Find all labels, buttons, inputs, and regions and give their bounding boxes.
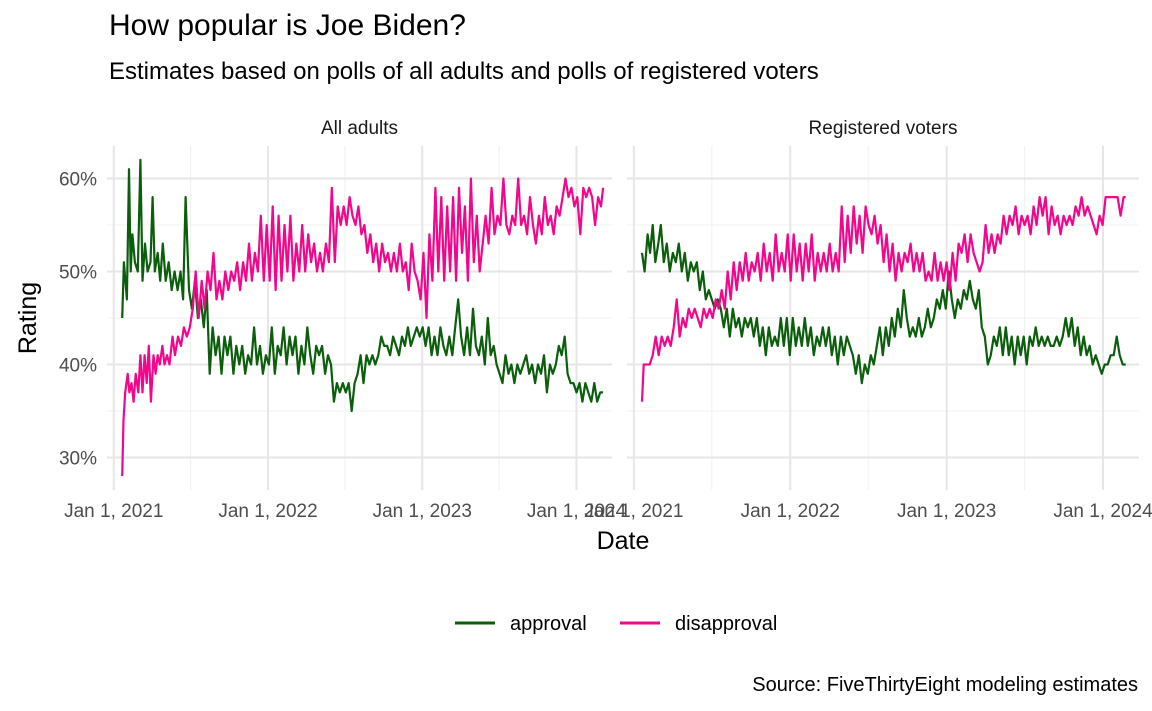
facet-strip-label: All adults [321,118,398,139]
x-tick-label: Jan 1, 2021 [584,501,683,522]
x-tick-label: Jan 1, 2022 [741,501,840,522]
series-lines [121,158,605,477]
y-tick-label: 40% [59,355,97,376]
legend: approval disapproval [455,613,777,635]
series-line-disapproval [640,196,1126,402]
x-tick-label: Jan 1, 2023 [373,501,472,522]
legend-label-approval: approval [510,613,587,635]
x-axis-ticks: Jan 1, 2021 Jan 1, 2022 Jan 1, 2023 Jan 1, … [64,501,626,522]
y-axis-title: Rating [14,282,42,354]
y-tick-label: 30% [59,448,97,469]
series-line-approval [640,223,1126,385]
panel-grid [107,146,612,490]
series-lines [640,196,1126,402]
x-tick-label: Jan 1, 2023 [897,501,996,522]
series-line-disapproval [121,177,605,477]
x-tick-label: Jan 1, 2022 [218,501,317,522]
facet-strip-label: Registered voters [809,118,958,139]
y-tick-label: 60% [59,170,97,191]
x-axis-title: Date [597,527,650,555]
y-axis-ticks: 30% 40% 50% 60% [59,170,97,470]
source-caption: Source: FiveThirtyEight modeling estimat… [752,674,1138,696]
facet-panel-registered-voters: Registered voters Jan 1, 2021 Jan 1, 2022… [584,118,1152,522]
y-tick-label: 50% [59,263,97,284]
facet-panel-all-adults: All adults 30%40%50%60% Jan 1, 2021 Jan 1… [59,118,627,522]
x-tick-label: Jan 1, 2024 [527,501,627,522]
panel-grid [627,146,1139,490]
chart-title: How popular is Joe Biden? [109,9,466,42]
x-tick-label: Jan 1, 2024 [1053,501,1152,522]
chart-subtitle: Estimates based on polls of all adults a… [109,58,819,85]
x-axis-ticks: Jan 1, 2021 Jan 1, 2022 Jan 1, 2023 Jan 1, … [584,501,1152,522]
legend-label-disapproval: disapproval [675,613,777,635]
x-tick-label: Jan 1, 2021 [64,501,163,522]
